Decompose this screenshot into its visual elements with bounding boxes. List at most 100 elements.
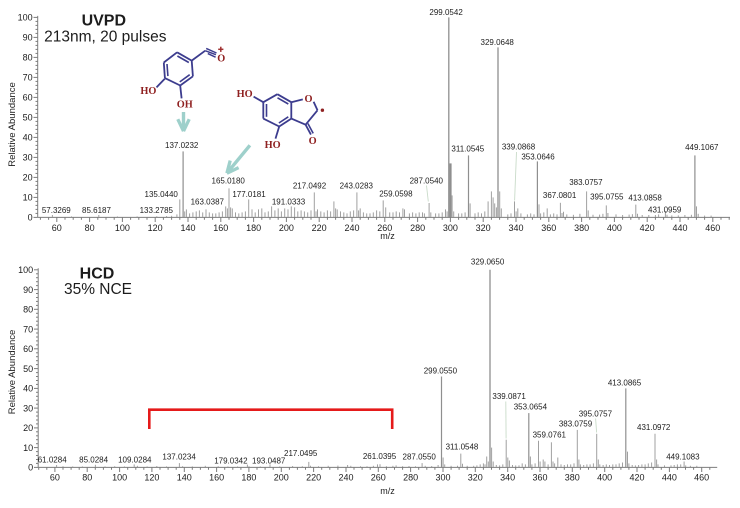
svg-text:460: 460 (705, 223, 720, 233)
svg-text:35% NCE: 35% NCE (64, 281, 132, 298)
svg-text:339.0871: 339.0871 (492, 392, 526, 401)
svg-text:OH: OH (177, 100, 193, 111)
svg-text:UVPD: UVPD (82, 12, 126, 29)
svg-text:30: 30 (23, 403, 33, 413)
svg-text:10: 10 (23, 443, 33, 453)
svg-text:200: 200 (274, 473, 289, 483)
svg-text:359.0761: 359.0761 (533, 431, 567, 440)
svg-text:240: 240 (344, 223, 359, 233)
svg-text:163.0387: 163.0387 (191, 198, 225, 207)
svg-text:20: 20 (23, 423, 33, 433)
svg-text:217.0492: 217.0492 (293, 182, 327, 191)
svg-text:287.0540: 287.0540 (410, 176, 444, 185)
svg-text:177.0181: 177.0181 (232, 190, 266, 199)
svg-text:431.0972: 431.0972 (637, 423, 671, 432)
svg-text:360: 360 (532, 473, 547, 483)
svg-text:440: 440 (662, 473, 677, 483)
svg-text:30: 30 (23, 153, 33, 163)
svg-text:85.0284: 85.0284 (79, 455, 108, 464)
svg-text:140: 140 (180, 223, 195, 233)
svg-text:395.0755: 395.0755 (590, 193, 624, 202)
svg-text:320: 320 (476, 223, 491, 233)
svg-text:120: 120 (148, 223, 163, 233)
svg-text:367.0801: 367.0801 (543, 191, 577, 200)
svg-text:100: 100 (18, 13, 33, 23)
svg-text:449.1083: 449.1083 (666, 453, 700, 462)
svg-text:60: 60 (23, 93, 33, 103)
svg-text:10: 10 (23, 193, 33, 203)
svg-text:60: 60 (52, 223, 62, 233)
svg-text:220: 220 (306, 473, 321, 483)
svg-text:243.0283: 243.0283 (340, 181, 374, 190)
svg-text:380: 380 (565, 473, 580, 483)
svg-text:160: 160 (209, 473, 224, 483)
svg-text:360: 360 (541, 223, 556, 233)
svg-text:280: 280 (403, 473, 418, 483)
svg-text:413.0858: 413.0858 (628, 193, 662, 202)
svg-text:260: 260 (371, 473, 386, 483)
svg-text:280: 280 (410, 223, 425, 233)
svg-text:287.0550: 287.0550 (403, 452, 437, 461)
svg-text:300: 300 (435, 473, 450, 483)
svg-text:80: 80 (85, 223, 95, 233)
svg-text:311.0545: 311.0545 (451, 144, 484, 153)
svg-text:0: 0 (28, 213, 33, 223)
svg-text:100: 100 (18, 265, 33, 275)
svg-text:O: O (304, 94, 312, 105)
svg-text:299.0542: 299.0542 (429, 8, 463, 17)
svg-text:217.0495: 217.0495 (284, 449, 318, 458)
svg-text:137.0232: 137.0232 (165, 141, 199, 150)
svg-text:O: O (217, 53, 225, 64)
svg-text:80: 80 (23, 53, 33, 63)
svg-text:85.6187: 85.6187 (82, 206, 111, 215)
svg-text:220: 220 (312, 223, 327, 233)
svg-text:400: 400 (607, 223, 622, 233)
svg-text:353.0654: 353.0654 (514, 402, 548, 411)
svg-text:40: 40 (23, 384, 33, 394)
svg-text:413.0865: 413.0865 (608, 378, 642, 387)
svg-text:180: 180 (241, 473, 256, 483)
svg-text:m/z: m/z (380, 486, 395, 496)
svg-text:353.0646: 353.0646 (521, 153, 555, 162)
svg-text:213nm, 20 pulses: 213nm, 20 pulses (44, 29, 167, 46)
svg-text:165.0180: 165.0180 (212, 177, 246, 186)
svg-text:70: 70 (23, 324, 33, 334)
svg-text:340: 340 (500, 473, 515, 483)
svg-text:193.0487: 193.0487 (252, 457, 286, 466)
svg-text:311.0548: 311.0548 (446, 442, 479, 451)
svg-text:440: 440 (672, 223, 687, 233)
svg-text:420: 420 (640, 223, 655, 233)
svg-text:460: 460 (694, 473, 709, 483)
svg-text:380: 380 (574, 223, 589, 233)
svg-text:50: 50 (23, 113, 33, 123)
svg-text:133.2785: 133.2785 (140, 206, 174, 215)
svg-text:40: 40 (23, 133, 33, 143)
svg-text:100: 100 (115, 223, 130, 233)
svg-text:340: 340 (508, 223, 523, 233)
svg-text:320: 320 (468, 473, 483, 483)
svg-text:HO: HO (237, 89, 253, 100)
svg-text:Relative Abundance: Relative Abundance (7, 82, 18, 167)
svg-text:179.0342: 179.0342 (214, 456, 248, 465)
svg-text:259.0598: 259.0598 (379, 189, 413, 198)
svg-text:90: 90 (23, 33, 33, 43)
svg-text:431.0959: 431.0959 (648, 206, 682, 215)
svg-text:420: 420 (629, 473, 644, 483)
svg-text:80: 80 (23, 305, 33, 315)
svg-text:HCD: HCD (80, 265, 115, 282)
svg-text:109.0284: 109.0284 (118, 456, 152, 465)
svg-text:0: 0 (28, 463, 33, 473)
svg-text:395.0757: 395.0757 (579, 409, 613, 418)
svg-text:339.0868: 339.0868 (502, 143, 536, 152)
svg-text:383.0759: 383.0759 (559, 419, 593, 428)
svg-text:135.0440: 135.0440 (145, 190, 179, 199)
svg-text:61.0284: 61.0284 (38, 455, 67, 464)
svg-text:300: 300 (443, 223, 458, 233)
svg-text:191.0333: 191.0333 (272, 198, 306, 207)
svg-text:400: 400 (597, 473, 612, 483)
svg-text:HO: HO (140, 86, 156, 97)
svg-text:261.0395: 261.0395 (363, 452, 397, 461)
svg-text:80: 80 (82, 473, 92, 483)
svg-text:O: O (309, 136, 317, 147)
svg-text:Relative Abundance: Relative Abundance (7, 330, 18, 415)
